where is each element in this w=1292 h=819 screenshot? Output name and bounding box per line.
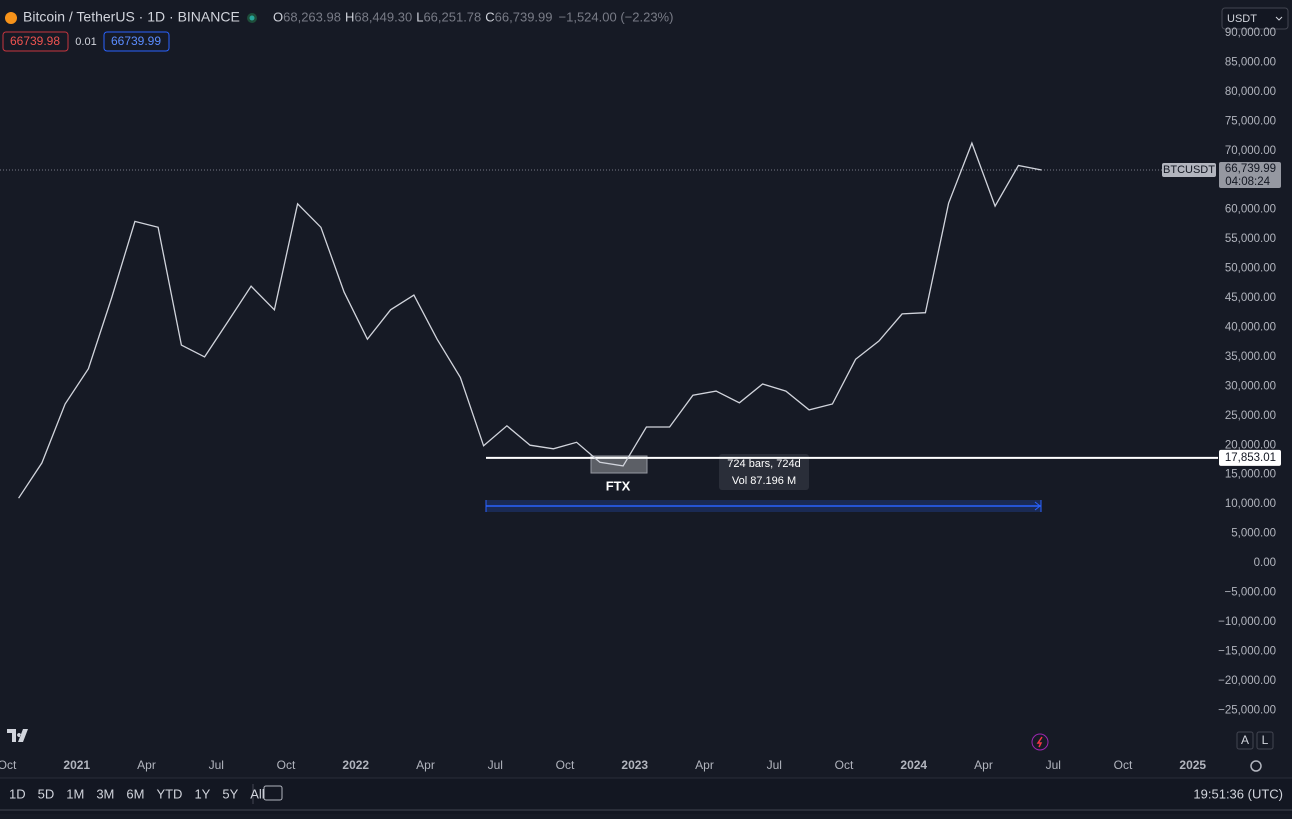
y-tick-label: −15,000.00 <box>1218 645 1276 657</box>
y-tick-label: 85,000.00 <box>1225 56 1276 68</box>
ask: 66739.99 <box>111 34 161 48</box>
alert-icon[interactable] <box>1031 733 1049 751</box>
timeframe-button[interactable]: 5Y <box>222 786 238 801</box>
y-tick-label: 80,000.00 <box>1225 86 1276 98</box>
x-tick-label: Oct <box>556 758 575 772</box>
ohlc-key: C <box>485 9 494 24</box>
x-tick-label: 2025 <box>1179 758 1206 772</box>
hline-label-bg <box>1219 449 1281 466</box>
x-tick-label: Oct <box>0 758 17 772</box>
currency: USDT <box>1227 13 1257 25</box>
y-tick-label: −5,000.00 <box>1225 587 1276 599</box>
measure-tooltip <box>719 454 809 490</box>
symbol-title: Bitcoin / TetherUS · 1D · BINANCE <box>23 9 240 25</box>
y-tick-label: 35,000.00 <box>1225 351 1276 363</box>
toolbar-bg <box>0 778 1292 814</box>
x-tick-label: Oct <box>1114 758 1133 772</box>
coin-icon <box>5 12 17 24</box>
y-tick-label: 75,000.00 <box>1225 115 1276 127</box>
price-label: 66,739.99 <box>1225 163 1276 175</box>
series-label-bg <box>1162 162 1216 177</box>
y-tick-label: 5,000.00 <box>1231 528 1276 540</box>
auto-button[interactable] <box>1236 731 1254 750</box>
timeframe-button[interactable]: 1Y <box>194 786 210 801</box>
y-tick-label: 60,000.00 <box>1225 204 1276 216</box>
timeframe-button[interactable]: All <box>250 786 265 801</box>
x-tick-label: Apr <box>137 758 156 772</box>
log-button[interactable] <box>1256 731 1274 750</box>
timeframe-button[interactable]: 1M <box>66 786 84 801</box>
bid-box[interactable] <box>2 31 69 52</box>
y-tick-label: 15,000.00 <box>1225 469 1276 481</box>
currency-select[interactable] <box>1221 7 1289 30</box>
price-label-bg <box>1219 161 1281 188</box>
x-tick-label: Apr <box>695 758 714 772</box>
ohlc-key: H <box>345 9 354 24</box>
volume: Vol 87.196 M <box>732 475 796 487</box>
y-tick-label: 70,000.00 <box>1225 145 1276 157</box>
y-tick-label: 20,000.00 <box>1225 439 1276 451</box>
ohlc-value: 66,739.99 <box>495 9 553 24</box>
y-tick-label: 55,000.00 <box>1225 233 1276 245</box>
highlight-box[interactable] <box>590 455 648 474</box>
x-tick-label: Jul <box>488 758 503 772</box>
countdown: 04:08:24 <box>1225 176 1270 188</box>
series-name: BTCUSDT <box>1163 164 1215 176</box>
settings-icon[interactable] <box>1250 760 1262 772</box>
x-tick-label: Oct <box>277 758 296 772</box>
logo[interactable] <box>7 729 28 742</box>
x-tick-label: 2023 <box>621 758 648 772</box>
timeframe-button[interactable]: YTD <box>156 786 182 801</box>
x-tick-label: Jul <box>1046 758 1061 772</box>
timeframe-button[interactable]: 5D <box>38 786 55 801</box>
status-dot <box>249 15 255 21</box>
ohlc-key: L <box>416 9 423 24</box>
ohlc-value: 68,263.98 <box>283 9 341 24</box>
annotation: FTX <box>606 478 631 493</box>
x-tick-label: Apr <box>416 758 435 772</box>
y-tick-label: −20,000.00 <box>1218 675 1276 687</box>
y-tick-label: 0.00 <box>1254 557 1276 569</box>
x-tick-label: Jul <box>767 758 782 772</box>
x-tick-label: Apr <box>974 758 993 772</box>
y-tick-label: −25,000.00 <box>1218 704 1276 716</box>
y-tick-label: −10,000.00 <box>1218 616 1276 628</box>
x-tick-label: Oct <box>835 758 854 772</box>
x-tick-label: Jul <box>209 758 224 772</box>
timeframe-button[interactable]: 6M <box>126 786 144 801</box>
change: −1,524.00 (−2.23%) <box>559 9 674 24</box>
timeframe-button[interactable]: 1D <box>9 786 26 801</box>
bars-count: 724 bars, 724d <box>727 458 800 470</box>
y-tick-label: 30,000.00 <box>1225 380 1276 392</box>
spread: 0.01 <box>75 36 96 48</box>
timeframe-button[interactable]: 3M <box>96 786 114 801</box>
alert-bolt <box>1036 736 1043 748</box>
scale-button: A <box>1241 733 1249 747</box>
ohlc-key: O <box>273 9 283 24</box>
y-tick-label: 45,000.00 <box>1225 292 1276 304</box>
y-tick-label: 25,000.00 <box>1225 410 1276 422</box>
range-arrow <box>1034 501 1041 511</box>
y-tick-label: 50,000.00 <box>1225 263 1276 275</box>
x-tick-label: 2024 <box>900 758 927 772</box>
y-tick-label: 40,000.00 <box>1225 321 1276 333</box>
hline-label: 17,853.01 <box>1225 452 1276 464</box>
bid: 66739.98 <box>10 34 60 48</box>
dropdown-arrow <box>1275 16 1283 21</box>
price-line <box>18 141 1042 499</box>
clock: 19:51:36 (UTC) <box>1193 786 1283 801</box>
x-tick-label: 2021 <box>63 758 90 772</box>
x-tick-label: 2022 <box>342 758 369 772</box>
ohlc-value: 66,251.78 <box>423 9 481 24</box>
ask-box[interactable] <box>103 31 170 52</box>
scale-button: L <box>1262 733 1269 747</box>
compare-icon[interactable] <box>263 785 283 801</box>
y-tick-label: 10,000.00 <box>1225 498 1276 510</box>
ohlc-value: 68,449.30 <box>354 9 412 24</box>
y-tick-label: 90,000.00 <box>1225 27 1276 39</box>
